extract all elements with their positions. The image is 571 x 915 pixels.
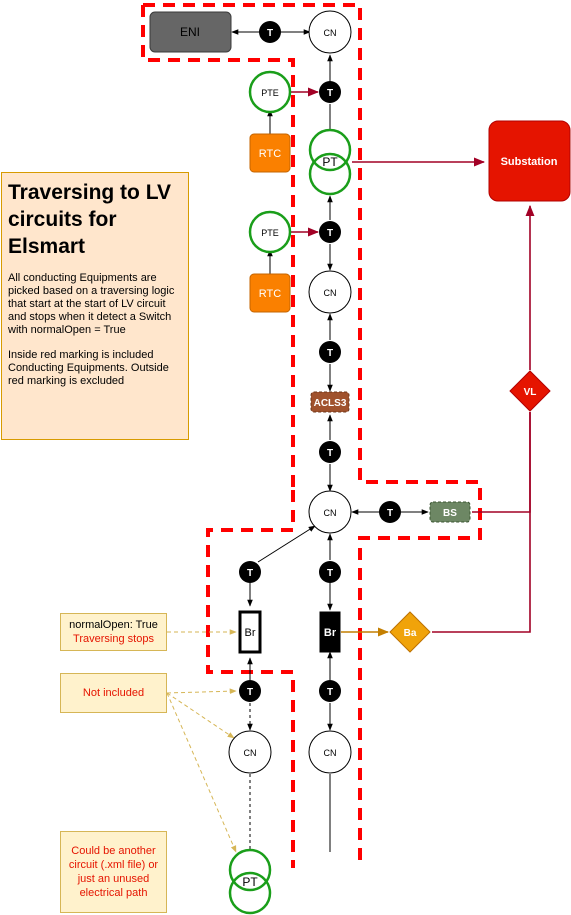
info-panel: Traversing to LV circuits for Elsmart Al… [1, 172, 189, 440]
substation-node[interactable]: Substation [488, 120, 571, 202]
ba-node[interactable]: Ba [389, 611, 431, 653]
connectivity-node[interactable]: CN [308, 270, 352, 314]
another-circuit-note-text: Could be another circuit (.xml file) or … [68, 845, 159, 899]
connectivity-node[interactable]: CN [308, 730, 352, 774]
breaker-closed[interactable]: Br [319, 611, 341, 653]
cn-label: CN [324, 508, 337, 518]
marking-note-text: Inside red marking is included Conductin… [8, 349, 169, 387]
terminal[interactable]: T [379, 501, 401, 523]
normal-open-note-line1: normalOpen: True [69, 619, 158, 631]
pt-transformer[interactable]: PT [308, 128, 352, 196]
terminal-label: T [387, 508, 393, 519]
terminal[interactable]: T [319, 81, 341, 103]
terminal[interactable]: T [319, 561, 341, 583]
connectors [231, 29, 429, 852]
breaker-open[interactable]: Br [238, 610, 262, 654]
acls-label: ACLS3 [314, 398, 347, 409]
note-connectors [166, 629, 237, 853]
not-included-note-text: Not included [82, 687, 145, 699]
pte-label: PTE [261, 228, 279, 238]
normal-open-note-line2: Traversing stops [73, 633, 154, 645]
acls-node[interactable]: ACLS3 [310, 391, 350, 413]
description-text: All conducting Equipments are picked bas… [8, 272, 175, 336]
terminal[interactable]: T [319, 680, 341, 702]
connectivity-node[interactable]: CN [228, 730, 272, 774]
connectivity-node[interactable]: CN [308, 10, 352, 54]
another-circuit-note: Could be another circuit (.xml file) or … [60, 831, 167, 913]
cn-label: CN [324, 288, 337, 298]
pt-transformer-excluded[interactable]: PT [228, 848, 272, 915]
pte-label: PTE [261, 88, 279, 98]
cn-label: CN [324, 28, 337, 38]
cn-label: CN [324, 748, 337, 758]
terminal-label: T [247, 568, 253, 579]
vl-label: VL [524, 387, 537, 398]
pt-label: PT [322, 155, 338, 169]
terminal-label: T [327, 687, 333, 698]
eni-label: ENI [180, 25, 200, 39]
terminal-label: T [327, 568, 333, 579]
ba-label: Ba [404, 628, 417, 639]
rtc-label: RTC [259, 288, 281, 300]
rtc-node[interactable]: RTC [249, 273, 291, 313]
terminal[interactable]: T [319, 221, 341, 243]
red-connectors [290, 87, 535, 633]
diagram-title: Traversing to LV circuits for Elsmart [8, 181, 171, 258]
inclusion-boundary [141, 3, 482, 868]
not-included-note: Not included [60, 673, 167, 713]
terminal[interactable]: T [239, 561, 261, 583]
terminal-label: T [327, 348, 333, 359]
terminal[interactable]: T [259, 21, 281, 43]
rtc-label: RTC [259, 148, 281, 160]
terminal-label: T [327, 88, 333, 99]
pte-node[interactable]: PTE [248, 70, 292, 114]
terminal[interactable]: T [319, 341, 341, 363]
vl-node[interactable]: VL [509, 370, 551, 412]
cn-label: CN [244, 748, 257, 758]
br-label: Br [324, 627, 337, 639]
pt-label: PT [242, 875, 258, 889]
connectivity-node[interactable]: CN [308, 490, 352, 534]
terminal-label: T [327, 448, 333, 459]
bs-label: BS [443, 508, 457, 519]
terminal-label: T [247, 687, 253, 698]
terminal-label: T [267, 28, 273, 39]
eni-node[interactable]: ENI [149, 11, 232, 53]
terminal-label: T [327, 228, 333, 239]
terminal[interactable]: T [319, 441, 341, 463]
normal-open-note: normalOpen: True Traversing stops [60, 613, 167, 651]
bs-node[interactable]: BS [429, 501, 471, 523]
br-label: Br [245, 627, 256, 639]
pte-node[interactable]: PTE [248, 210, 292, 254]
rtc-node[interactable]: RTC [249, 133, 291, 173]
substation-label: Substation [501, 156, 558, 168]
terminal[interactable]: T [239, 680, 261, 702]
